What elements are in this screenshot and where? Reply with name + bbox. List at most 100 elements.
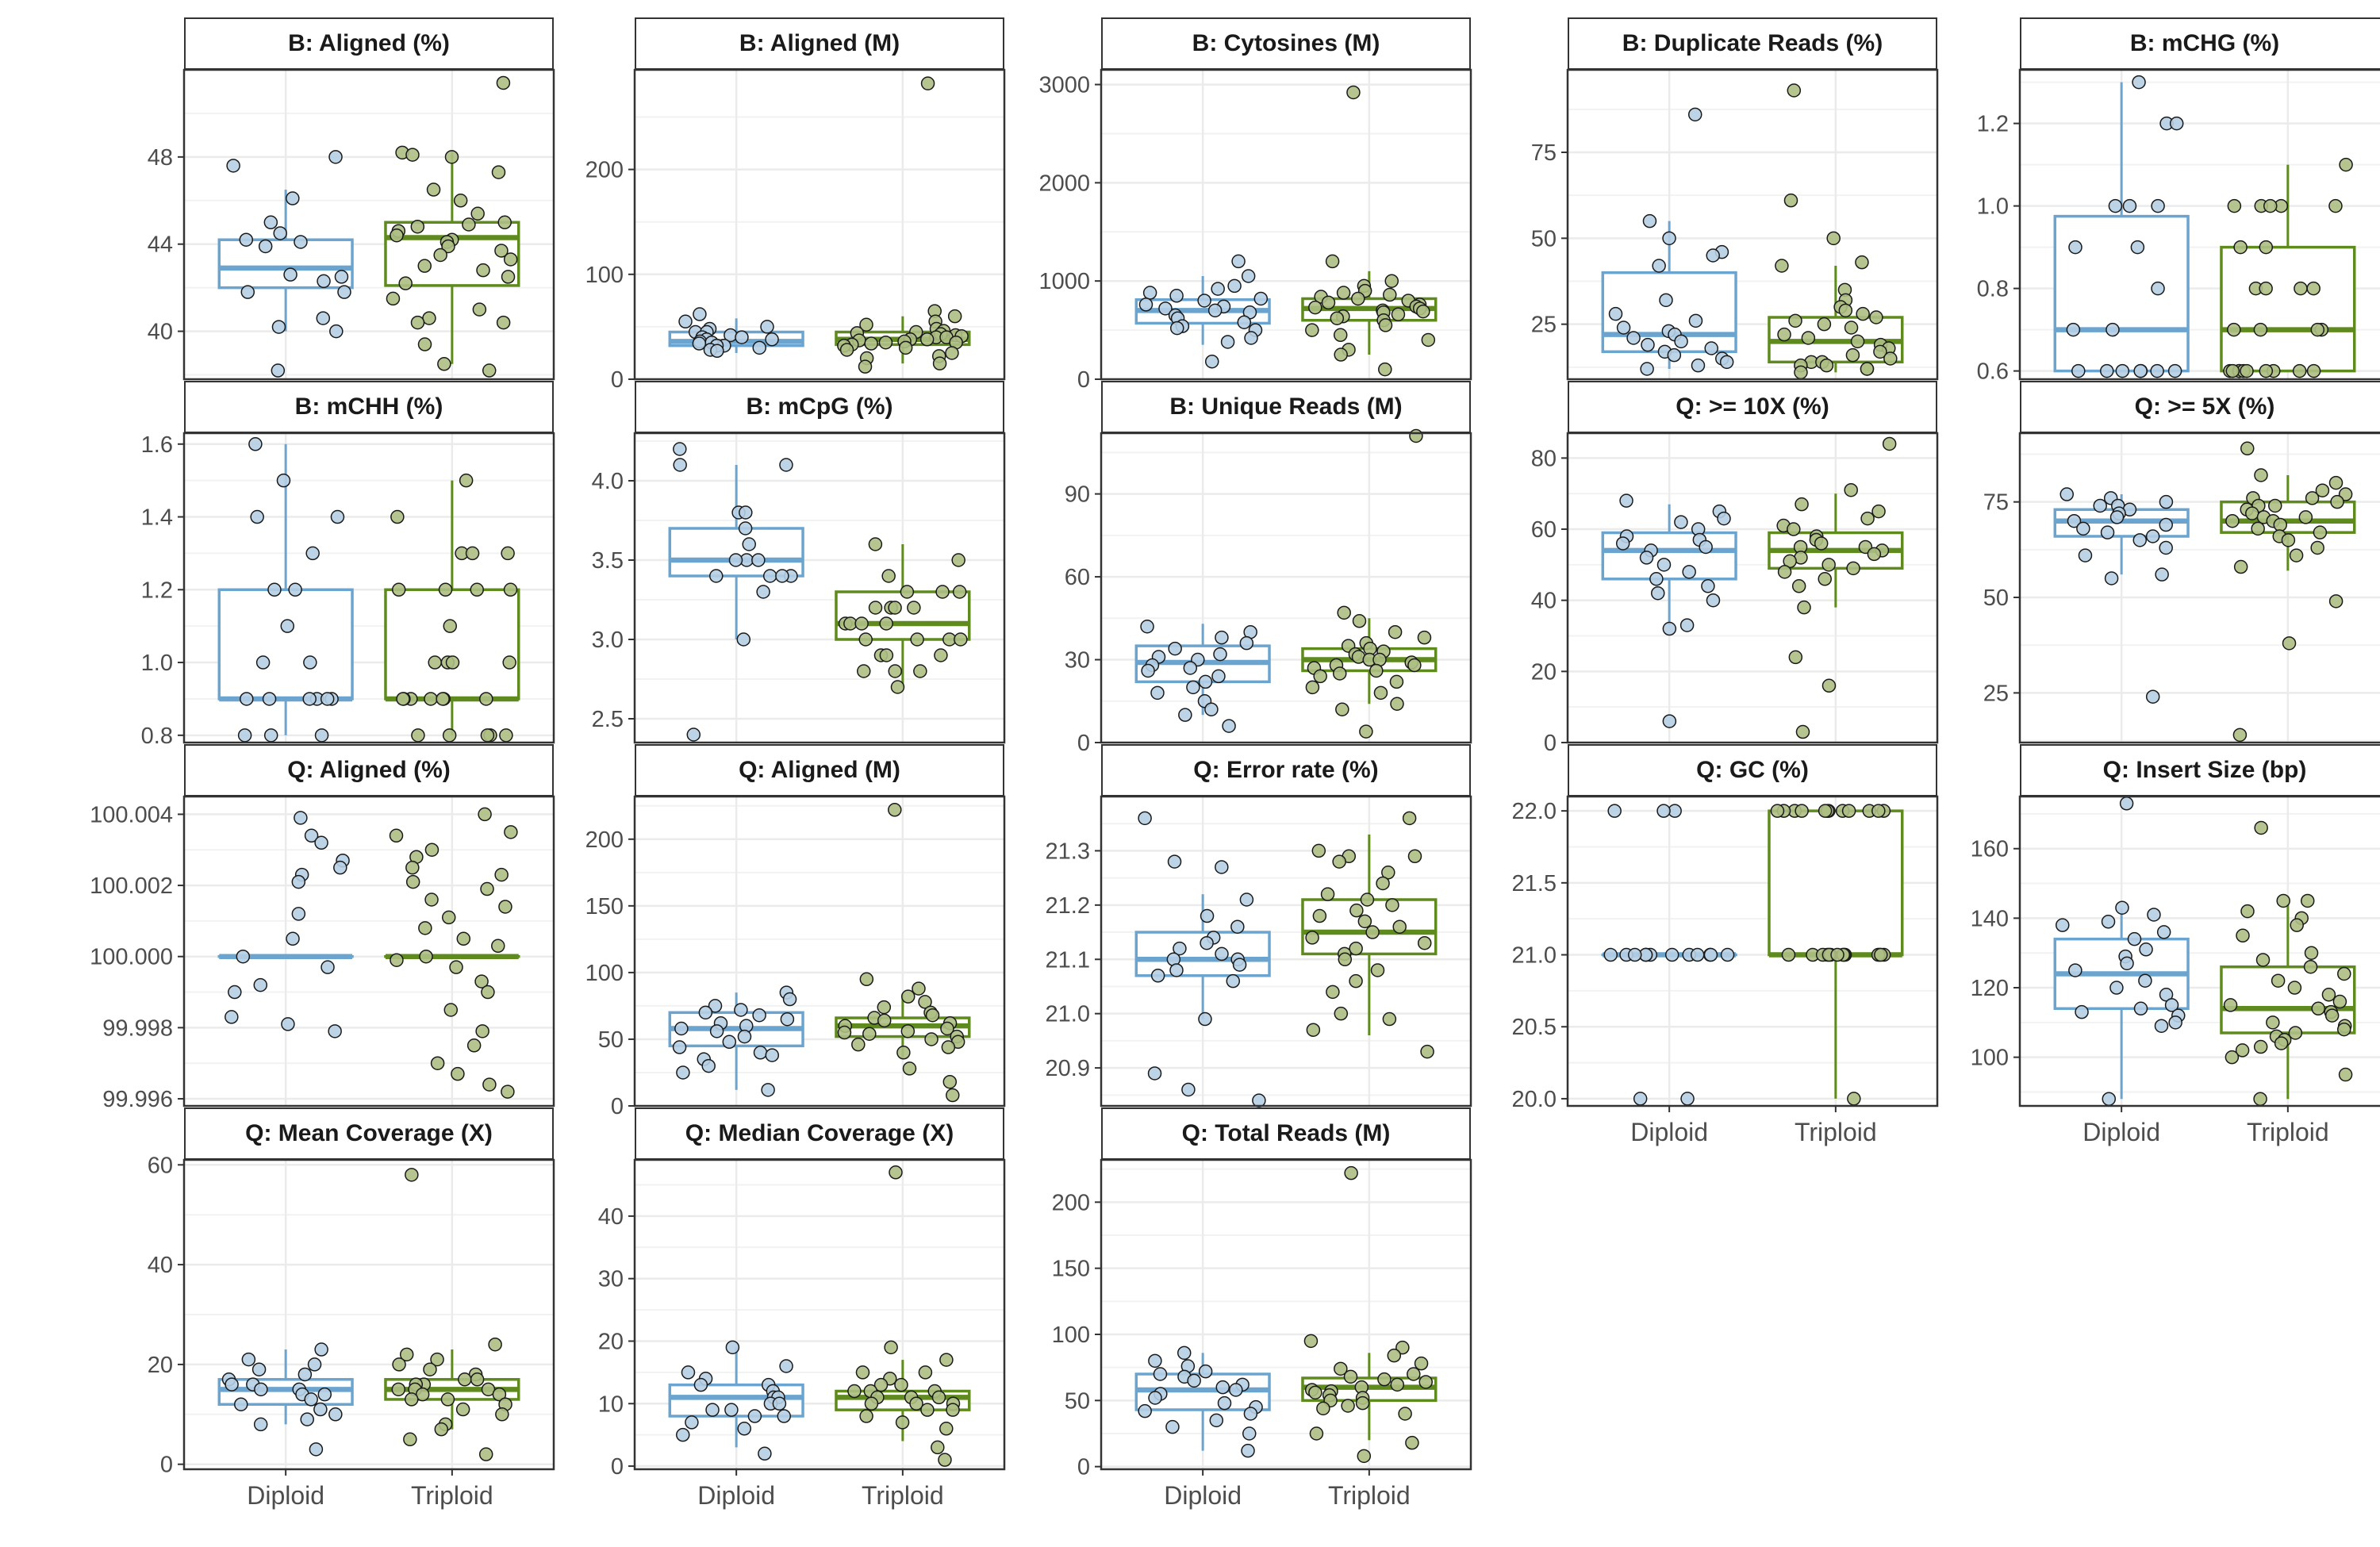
data-point — [307, 1357, 322, 1372]
data-point — [941, 1040, 956, 1054]
facet-plot: 0 100 200 — [585, 68, 1006, 393]
data-point — [2101, 915, 2116, 929]
panel-border — [2018, 795, 2380, 1107]
data-point — [470, 206, 485, 221]
data-point — [1239, 635, 1254, 651]
data-point — [491, 165, 506, 179]
data-point — [888, 601, 902, 615]
data-point — [1656, 804, 1671, 818]
data-point — [2282, 636, 2297, 651]
facet-title: Q: Error rate (%) — [1101, 744, 1471, 797]
box-triploid — [2220, 245, 2356, 373]
data-point — [724, 1403, 739, 1417]
data-point — [2298, 510, 2313, 524]
facet-plot: 40 44 48 — [148, 68, 555, 381]
data-point — [1418, 1375, 1433, 1389]
data-point — [2330, 494, 2344, 509]
data-point — [1407, 658, 1422, 673]
data-point — [1150, 969, 1165, 983]
data-point — [1169, 289, 1184, 303]
data-point — [1788, 650, 1803, 665]
data-point — [1417, 630, 1432, 645]
data-point — [1346, 85, 1361, 100]
x-tick-label: Diploid — [1164, 1481, 1242, 1510]
box-diploid — [2053, 214, 2190, 373]
data-point — [436, 692, 450, 706]
data-point — [898, 340, 913, 355]
data-point — [938, 1453, 952, 1467]
panel-border — [2018, 68, 2380, 381]
data-point — [1207, 303, 1223, 318]
data-point — [396, 692, 410, 706]
facet-title: B: mCHH (%) — [184, 381, 554, 433]
data-point — [314, 1342, 328, 1357]
y-tick-label: 20 — [598, 1329, 624, 1354]
data-point — [1213, 647, 1227, 662]
data-point — [1334, 347, 1348, 362]
data-point — [934, 648, 948, 662]
data-point — [430, 1352, 444, 1367]
data-point — [1227, 278, 1242, 294]
data-point — [1607, 804, 1622, 818]
data-point — [868, 537, 883, 551]
data-point — [496, 315, 511, 330]
data-point — [2268, 498, 2282, 513]
data-point — [1628, 947, 1642, 962]
y-tick-label: 1000 — [1038, 269, 1090, 294]
data-point — [328, 1024, 342, 1038]
data-point — [1357, 914, 1372, 929]
data-point — [428, 655, 442, 670]
data-point — [1359, 724, 1373, 739]
box-triploid — [384, 588, 520, 701]
data-point — [305, 546, 320, 561]
data-point — [2274, 1036, 2289, 1050]
data-point — [1200, 908, 1215, 923]
data-point — [1788, 313, 1802, 328]
data-point — [2240, 363, 2254, 378]
y-tick-label: 1.0 — [1977, 194, 2009, 220]
data-point — [2300, 893, 2315, 908]
data-point — [2075, 1004, 2089, 1019]
data-point — [1783, 193, 1798, 208]
data-point — [924, 1032, 939, 1046]
data-point — [2254, 468, 2268, 482]
panel-border — [1566, 432, 1939, 744]
y-tick-label: 21.3 — [1046, 839, 1090, 864]
data-point — [1688, 313, 1703, 328]
data-point — [900, 1024, 916, 1038]
data-point — [2324, 1008, 2340, 1023]
data-point — [910, 632, 924, 647]
data-point — [502, 655, 516, 670]
data-point — [847, 1384, 862, 1399]
data-point — [466, 1038, 482, 1053]
data-point — [2306, 363, 2321, 378]
data-point — [405, 860, 420, 875]
data-point — [263, 215, 278, 230]
data-point — [2259, 281, 2273, 296]
data-point — [839, 343, 854, 357]
data-point — [470, 1372, 485, 1387]
facet-plot: 25 50 75 — [1983, 432, 2380, 744]
data-point — [248, 437, 263, 451]
data-point — [1313, 669, 1327, 684]
data-point — [2292, 363, 2307, 378]
data-point — [434, 1422, 449, 1437]
data-point — [742, 537, 756, 551]
data-point — [676, 1065, 690, 1080]
data-point — [426, 182, 441, 197]
data-point — [1215, 1380, 1230, 1395]
data-point — [2253, 1039, 2268, 1054]
y-tick-label: 21.5 — [1512, 871, 1557, 896]
data-point — [2271, 973, 2286, 988]
data-point — [1662, 231, 1676, 246]
data-point — [837, 1025, 852, 1040]
data-point — [2102, 1092, 2117, 1106]
data-point — [1817, 317, 1832, 332]
data-point — [2233, 240, 2248, 255]
panel-border — [1100, 795, 1472, 1107]
data-point — [942, 1074, 958, 1089]
data-point — [330, 509, 345, 524]
data-point — [1869, 310, 1883, 324]
data-point — [1305, 931, 1319, 945]
data-point — [503, 252, 518, 267]
